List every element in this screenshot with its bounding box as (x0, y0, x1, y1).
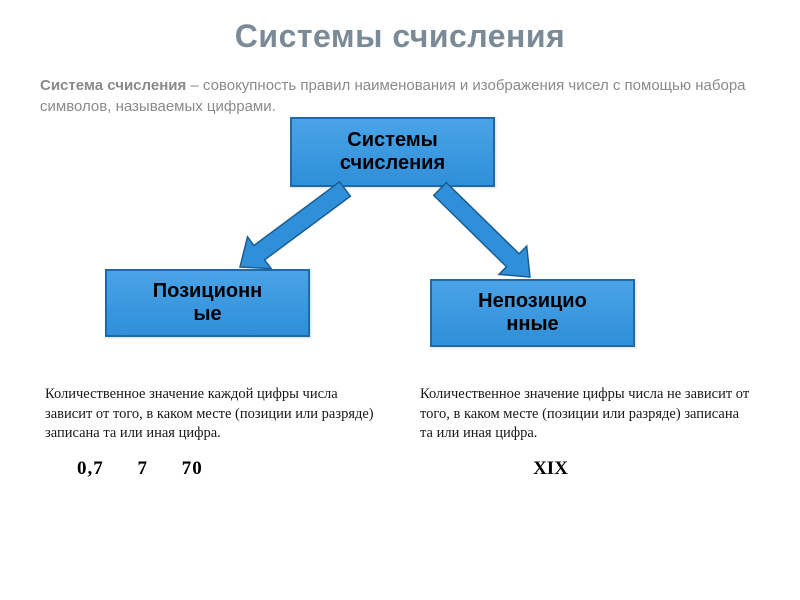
diagram-area: Системы счисления Позиционные Непозицион… (0, 117, 800, 377)
descriptions-row: Количественное значение каждой цифры чис… (0, 377, 800, 444)
arrow-right (410, 159, 560, 307)
description-positional: Количественное значение каждой цифры чис… (45, 385, 380, 444)
examples-nonpositional: XIX (406, 458, 755, 480)
definition-term: Система счисления (40, 77, 186, 94)
examples-row: 0,7 7 70 XIX (0, 444, 800, 480)
example-value: 7 (138, 458, 149, 480)
definition-paragraph: Система счисления – совокупность правил … (0, 55, 800, 117)
description-nonpositional: Количественное значение цифры числа не з… (420, 385, 755, 444)
page-title: Системы счисления (0, 0, 800, 55)
examples-positional: 0,7 7 70 (45, 458, 366, 480)
arrow-left (210, 159, 375, 297)
example-value: 70 (182, 458, 203, 480)
example-value: 0,7 (77, 458, 104, 480)
